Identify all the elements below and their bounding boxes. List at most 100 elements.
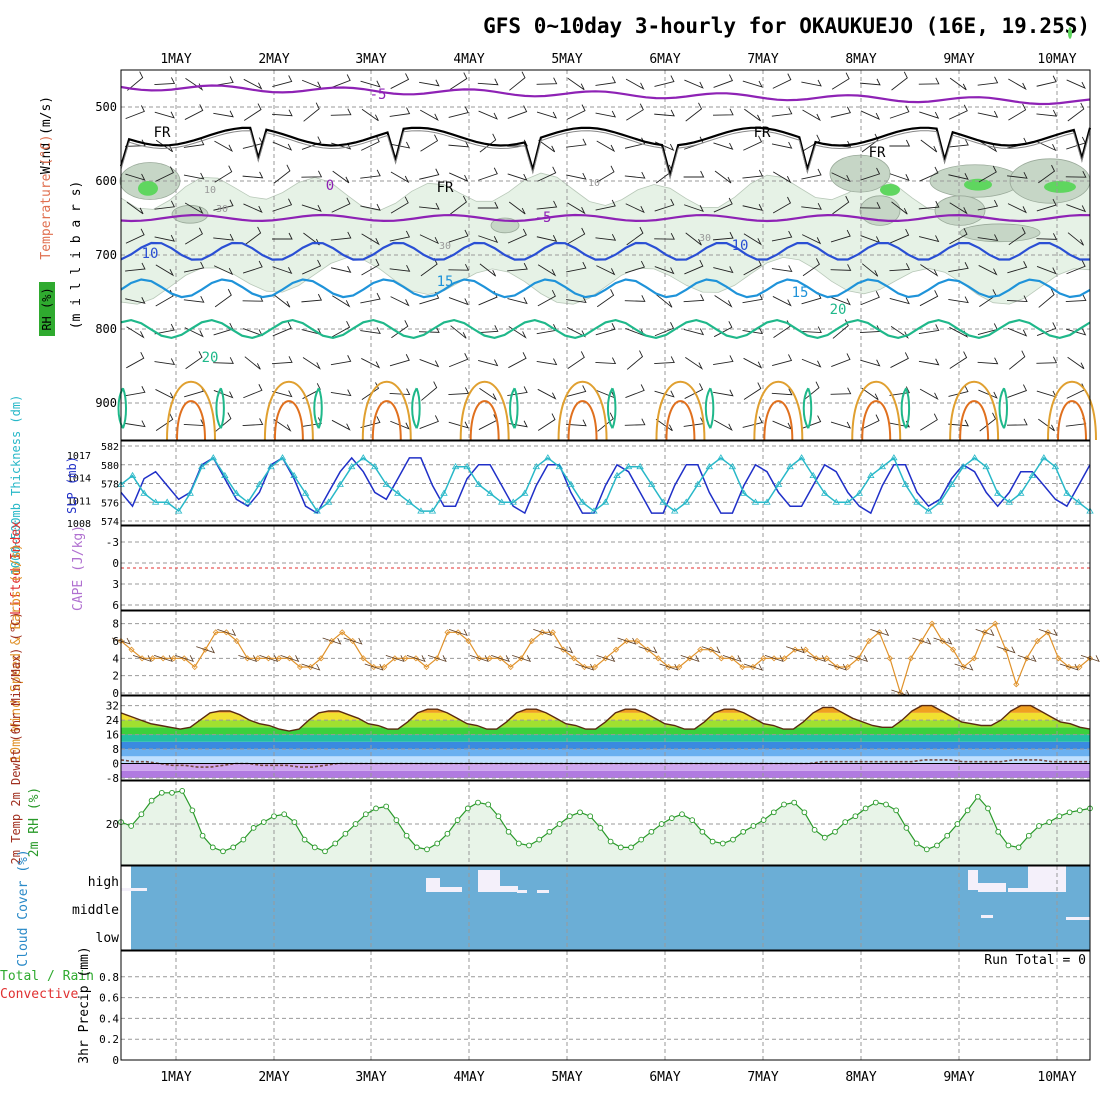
wind-barb (948, 173, 969, 180)
wind-barb (272, 232, 293, 240)
wind10-barb (259, 654, 279, 663)
wind-barb (566, 261, 587, 273)
wind-barb (127, 71, 144, 91)
wind-barb (1008, 350, 1026, 370)
rh-marker (373, 805, 379, 812)
thickness-marker (359, 454, 367, 461)
wind-barb (683, 204, 704, 213)
t2m-line (120, 704, 1091, 732)
temp-band-3 (121, 749, 1090, 757)
wind-barb (743, 382, 762, 400)
wind10-marker (739, 663, 746, 671)
wind-barb (595, 76, 616, 86)
wind-barb (772, 171, 792, 184)
wind-barb (508, 352, 527, 369)
wind-barb (360, 416, 381, 429)
wind-barb (713, 389, 734, 397)
rh-marker (862, 805, 869, 812)
wind-barb (507, 386, 528, 397)
wind-barb (389, 388, 411, 396)
wind-barb (1006, 418, 1028, 426)
wind-barb (243, 384, 263, 399)
thickness-marker (590, 507, 598, 514)
wind-barb (332, 170, 350, 184)
wind-barb (743, 357, 763, 369)
wind-barb (361, 382, 380, 400)
wind10-marker (1013, 681, 1020, 688)
wind-barb (567, 77, 585, 91)
bottom-day-label: 3MAY (355, 1070, 386, 1085)
rh-marker (281, 811, 288, 818)
wind-barb (361, 358, 381, 369)
wind10-marker (950, 646, 957, 653)
wind-barb (684, 79, 704, 89)
wind10-marker (296, 663, 304, 671)
wind10-marker (612, 646, 620, 653)
pressure-axis-label: (m i l l i b a r s) (69, 181, 84, 330)
wind10-barb (638, 646, 658, 654)
contour-label: 20 (202, 350, 219, 366)
rh-marker (883, 801, 889, 808)
wind10-barb (933, 637, 953, 645)
temp-band-2 (121, 756, 1090, 764)
wind-barb (536, 77, 558, 85)
contour-label: 10 (204, 185, 216, 196)
isotherm-30-loop (371, 400, 402, 441)
wind10-barb (533, 628, 553, 637)
wind-barb (919, 388, 939, 400)
wind-barb (419, 79, 440, 87)
wind-barb (714, 170, 732, 184)
wind10-barb (807, 654, 826, 663)
rh-marker (852, 813, 859, 820)
slp-tick-label: 1017 (67, 451, 91, 462)
wind-barb (477, 325, 499, 334)
top-day-label: 6MAY (649, 52, 680, 67)
wind-barb (714, 295, 733, 308)
wind-barb (890, 228, 910, 244)
wind-barb (243, 203, 263, 213)
thickness-marker (567, 480, 575, 487)
thickness-marker (820, 489, 829, 496)
thickness-marker (763, 498, 771, 505)
thickness-tick-label: 574 (101, 517, 119, 528)
wind10-barb (301, 663, 321, 671)
isotherm-30-loop (176, 400, 206, 441)
wind-barb (1036, 322, 1057, 337)
isotherm-0 (120, 84, 1091, 106)
wind-barb (595, 110, 617, 118)
wind10-marker (992, 620, 999, 627)
wind-barb (242, 418, 264, 426)
t2m-tick-label: 16 (106, 729, 119, 742)
wind-barb (421, 381, 438, 401)
bottom-day-label: 2MAY (258, 1070, 289, 1085)
thickness-marker (901, 480, 910, 487)
thickness-marker (1074, 498, 1083, 505)
wind-barb (244, 356, 261, 370)
cloud-axis-label: Cloud Cover (%) (16, 849, 31, 966)
wind10-marker (570, 655, 577, 662)
thickness-marker (636, 462, 644, 470)
wind-barb (683, 294, 705, 303)
temperature-axis-label: Temperature (°C) (39, 134, 54, 259)
wind-barb (303, 232, 320, 246)
rh-shading-green-1 (964, 178, 992, 191)
rh-marker (648, 828, 655, 835)
wind-barb (625, 203, 645, 214)
wind-barb (271, 109, 293, 117)
wind10-marker (676, 663, 683, 671)
wind-tick-label: 2 (112, 670, 119, 683)
thickness-marker (544, 454, 552, 461)
wind-barb (301, 136, 322, 150)
cloud-gap-7 (978, 883, 1006, 892)
rh-marker (832, 828, 838, 835)
wind-barb (802, 234, 822, 245)
wind-barb (184, 227, 203, 245)
wind-barb (125, 297, 146, 304)
wind-barb (567, 227, 586, 245)
wind-barb (479, 133, 497, 153)
wind-barb (624, 418, 646, 426)
wind-barb (830, 106, 852, 118)
wind10-barb (154, 654, 173, 663)
contour-label: 30 (699, 233, 711, 244)
isotherm-30-loop (273, 400, 304, 441)
